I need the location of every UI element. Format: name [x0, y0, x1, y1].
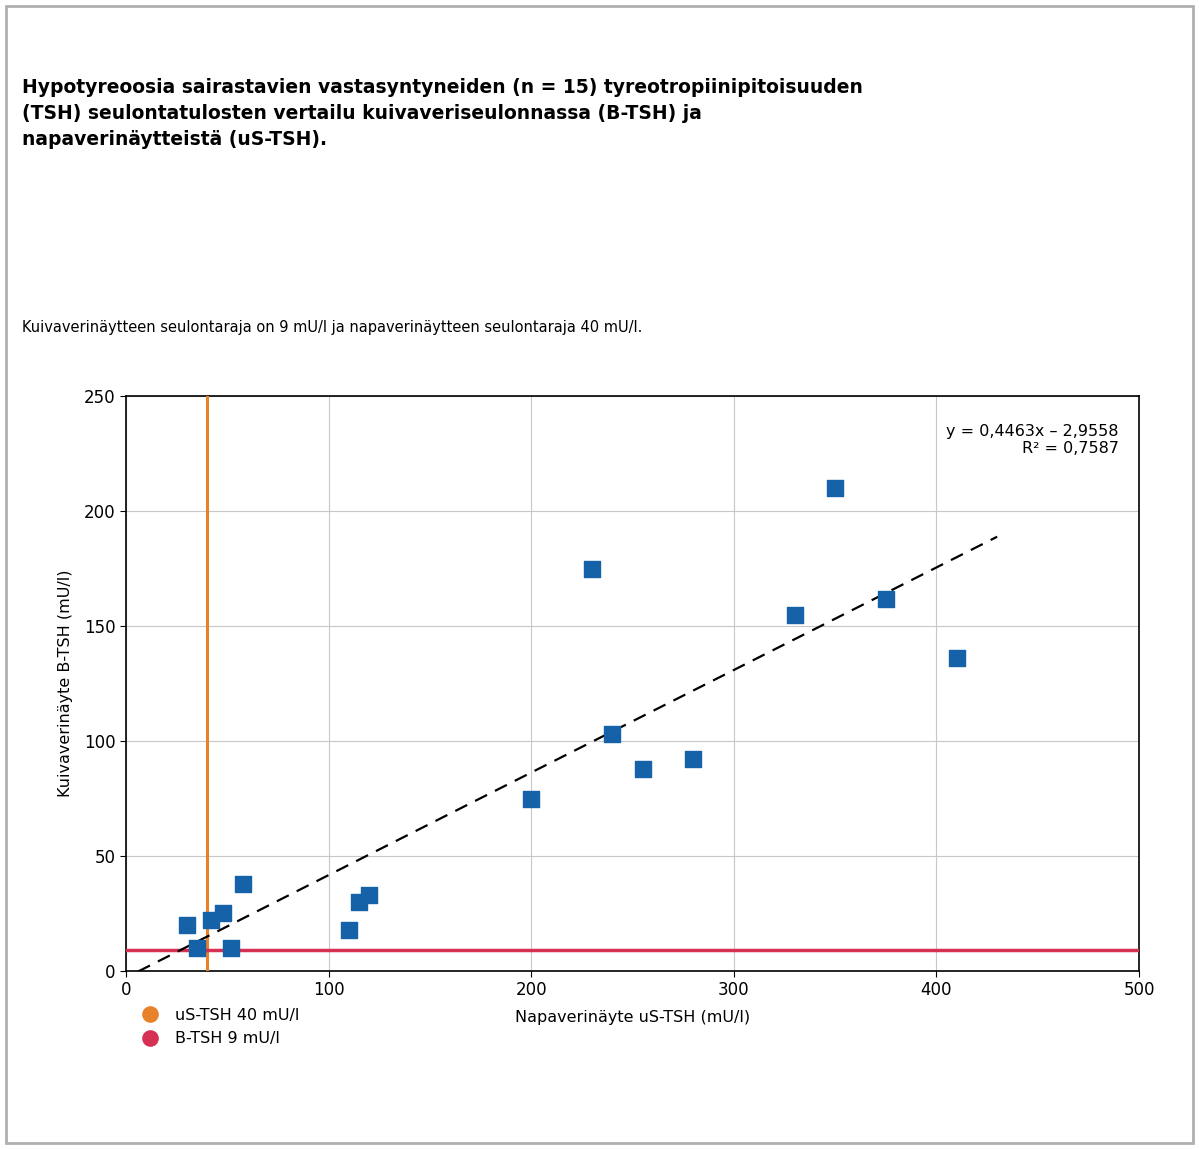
- Text: y = 0,4463x – 2,9558
R² = 0,7587: y = 0,4463x – 2,9558 R² = 0,7587: [946, 424, 1119, 456]
- Point: [633, 759, 652, 778]
- Point: [201, 911, 221, 930]
- Point: [825, 479, 844, 498]
- Point: [603, 725, 622, 743]
- Point: [360, 886, 379, 904]
- Point: [339, 920, 359, 939]
- X-axis label: Napaverinäyte uS-TSH (mU/l): Napaverinäyte uS-TSH (mU/l): [514, 1010, 751, 1025]
- Point: [187, 939, 206, 957]
- Point: [583, 560, 602, 578]
- Point: [522, 789, 541, 808]
- Text: Hypotyreoosia sairastavien vastasyntyneiden (n = 15) tyreotropiinipitoisuuden
(T: Hypotyreoosia sairastavien vastasyntynei…: [22, 78, 862, 148]
- Point: [177, 916, 197, 934]
- Point: [234, 874, 253, 893]
- Legend: uS-TSH 40 mU/l, B-TSH 9 mU/l: uS-TSH 40 mU/l, B-TSH 9 mU/l: [134, 1008, 300, 1047]
- Point: [683, 750, 703, 769]
- Text: Kuivaverinäytteen seulontaraja on 9 mU/l ja napaverinäytteen seulontaraja 40 mU/: Kuivaverinäytteen seulontaraja on 9 mU/l…: [22, 319, 641, 334]
- Text: KUVIO 2.: KUVIO 2.: [14, 15, 118, 36]
- Point: [213, 904, 233, 923]
- Y-axis label: Kuivaverinäyte B-TSH (mU/l): Kuivaverinäyte B-TSH (mU/l): [58, 570, 73, 797]
- Point: [222, 939, 241, 957]
- Point: [947, 649, 966, 668]
- Point: [349, 893, 368, 911]
- Point: [785, 606, 805, 624]
- Point: [876, 589, 896, 608]
